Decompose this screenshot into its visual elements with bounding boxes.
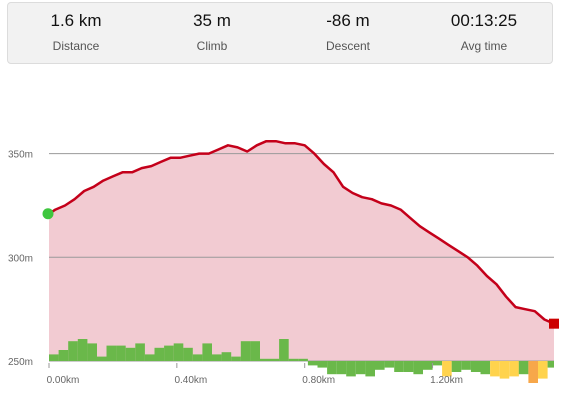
grade-bar — [231, 356, 241, 361]
grade-bar — [461, 361, 471, 370]
grade-bar — [125, 347, 136, 361]
grade-bar — [451, 361, 462, 372]
grade-bar — [87, 343, 97, 361]
grade-bar — [355, 361, 366, 375]
grade-bar — [269, 358, 280, 361]
grade-bar — [49, 354, 59, 361]
grade-bar — [509, 361, 519, 377]
end-marker — [549, 318, 559, 329]
grade-bar — [240, 341, 251, 361]
stat-value: 1.6 km — [50, 11, 102, 30]
stat-value: 35 m — [193, 11, 231, 30]
grade-bar — [499, 361, 510, 379]
grade-bar — [58, 350, 69, 361]
grade-bar — [413, 361, 423, 375]
grade-bar — [384, 361, 395, 368]
grade-bar — [96, 356, 107, 361]
stat-label: Climb — [196, 39, 228, 53]
grade-bar — [183, 347, 193, 361]
grade-bar — [538, 361, 548, 379]
grade-bar — [403, 361, 414, 372]
stat-descent: -86 m Descent — [280, 3, 416, 63]
stats-panel: 1.6 km Distance 35 m Climb -86 m Descent… — [7, 2, 553, 64]
stat-label: Descent — [325, 39, 371, 53]
grade-bar — [279, 339, 289, 361]
grade-bar — [106, 345, 117, 361]
x-tick-label: 0.00km — [47, 375, 80, 386]
grade-bar — [164, 345, 174, 361]
grade-bar — [317, 361, 328, 368]
grade-bar — [173, 343, 184, 361]
grade-bar — [432, 361, 443, 366]
grade-bar — [470, 361, 481, 372]
grade-bar — [116, 345, 126, 361]
stat-climb: 35 m Climb — [144, 3, 280, 63]
grade-bar — [480, 361, 491, 375]
stat-avg-time: 00:13:25 Avg time — [416, 3, 552, 63]
stat-label: Distance — [52, 39, 100, 53]
stat-value: -86 m — [326, 11, 370, 30]
elevation-line — [48, 139, 555, 325]
grade-bar — [250, 341, 260, 361]
grade-bar — [202, 343, 212, 361]
x-tick-label: 0.40km — [174, 375, 207, 386]
grade-bar — [77, 339, 88, 361]
grade-bar — [327, 361, 337, 375]
grade-bar — [307, 361, 318, 366]
grade-bar — [298, 358, 308, 361]
grade-bar — [423, 361, 433, 370]
elevation-area — [49, 141, 554, 361]
grade-bar — [490, 361, 500, 377]
grade-bar — [259, 358, 270, 361]
grade-bar — [442, 361, 452, 377]
grade-bar — [346, 361, 356, 377]
x-tick-label: 1.20km — [430, 375, 463, 386]
grade-bar — [288, 358, 299, 361]
grade-bar — [336, 361, 347, 375]
grade-bar — [68, 341, 78, 361]
grade-bar — [518, 361, 529, 375]
grade-bar — [154, 347, 165, 361]
y-tick-label: 350m — [8, 150, 33, 161]
stat-label: Avg time — [460, 39, 508, 53]
grade-bar — [221, 352, 232, 361]
x-tick-label: 0.80km — [302, 375, 335, 386]
grade-bar — [528, 361, 538, 383]
y-tick-label: 300m — [8, 253, 33, 264]
grade-bar — [212, 354, 222, 361]
grade-bar — [365, 361, 375, 377]
stat-distance: 1.6 km Distance — [8, 3, 144, 63]
grade-bar — [135, 343, 145, 361]
grade-bar — [375, 361, 385, 370]
grade-bar — [547, 361, 554, 368]
grade-bar — [394, 361, 404, 372]
start-marker — [42, 208, 54, 220]
grade-bar — [144, 354, 155, 361]
stat-value: 00:13:25 — [450, 11, 518, 30]
grade-bar — [192, 354, 203, 361]
y-tick-label: 250m — [8, 357, 33, 368]
